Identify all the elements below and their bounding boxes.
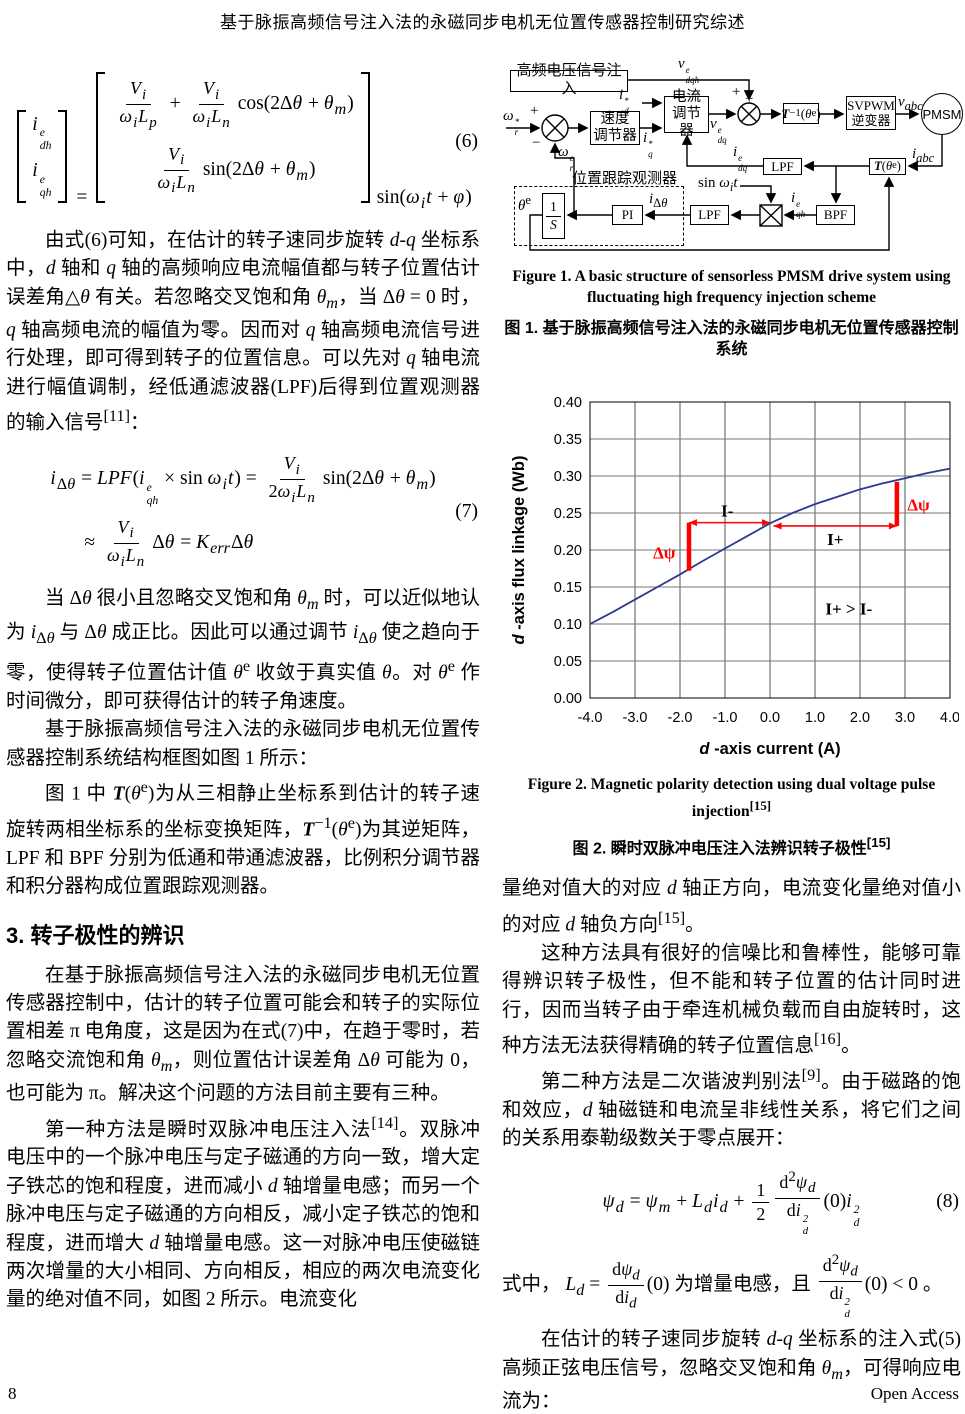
block-t-inverse: T −1(θ e) [781,103,821,124]
equation-8-body: ψd = ψm + Ldid + 1 2 d2ψd di 2 d (0)i 2 d [602,1168,860,1237]
paragraph: 这种方法具有很好的信噪比和鲁棒性，能够可靠得辨识转子极性，但不能和转子位置的估计… [502,942,961,1057]
svg-text:4.0: 4.0 [940,710,959,726]
paragraph: 在基于脉振高频信号注入法的永磁同步电机无位置传感器控制中，估计的转子位置可能会和… [6,964,480,1105]
right-column: 高频电压信号注入 速度 调节器 电流 调节器 T −1(θ e) SVPWM 逆变器 PM… [502,52,963,1414]
paragraph: 第二种方法是二次谐波判别法[9]。由于磁路的饱和效应，d 轴磁链和电流呈非线性关… [502,1065,961,1150]
signal-v-dqh: v e dqh [678,56,700,86]
observer-dashed-box [514,186,684,246]
block-hf-injection: 高频电压信号注入 [510,63,628,97]
block-bpf: BPF [816,205,855,225]
svg-text:-1.0: -1.0 [713,710,738,726]
block-lpf-bottom: LPF [690,205,729,225]
equation-6: i e dh i e qh = Vi ωiLp + Vi ωiLn cos(2Δθ + θm) Vi ω… [6,72,480,213]
svg-text:-2.0: -2.0 [668,710,693,726]
svg-text:I+ > I-: I+ > I- [825,599,872,618]
signal-i-dq: i e dq [733,144,748,174]
equation-7: iΔθ = LPF(i e qh × sin ωit) = Vi 2ωiLn sin(2… [6,452,480,571]
page-title: 基于脉振高频信号注入法的永磁同步电机无位置传感器控制研究综述 [220,13,745,32]
figure1-diagram: 高频电压信号注入 速度 调节器 电流 调节器 T −1(θ e) SVPWM 逆变器 PM… [502,56,963,256]
block-svpwm-inverter: SVPWM 逆变器 [846,96,896,130]
svg-text:0.35: 0.35 [554,432,582,448]
equation-8: ψd = ψm + Ldid + 1 2 d2ψd di 2 d (0)i 2 d (8) [502,1168,961,1237]
equation-8-number: (8) [936,1191,959,1213]
signal-omega-ref: ω * r [503,108,520,138]
paragraph: 当 Δθ 很小且忽略交叉饱和角 θm 时，可以近似地认为 iΔθ 与 Δθ 成正… [6,588,480,712]
svg-text:0.10: 0.10 [554,617,582,633]
plus-sign: + [745,91,754,107]
left-column: i e dh i e qh = Vi ωiLp + Vi ωiLn cos(2Δθ + θm) Vi ω… [6,52,480,1414]
svg-text:-4.0: -4.0 [578,710,603,726]
signal-v-dq: v e dq [710,116,727,146]
block-pi: PI [612,205,643,225]
figure1-caption-en: Figure 1. A basic structure of sensorles… [512,268,951,306]
svg-text:0.25: 0.25 [554,506,582,522]
block-pmsm: PMSM [921,93,963,135]
signal-i-abc: iabc [912,146,935,165]
paragraph: 基于脉振高频信号注入法的永磁同步电机无位置传感器控制系统结构框图如图 1 所示： [6,719,480,769]
signal-id-ref: i * d [619,87,629,117]
page-number: 8 [8,1384,17,1403]
figure1-caption-zh: 图 1. 基于脉振高频信号注入法的永磁同步电机无位置传感器控制系统 [504,320,959,358]
signal-sin-wt: sin ωit [698,175,738,194]
signal-i-qh: i e qh [791,190,806,220]
svg-text:d -axis current (A): d -axis current (A) [699,740,840,758]
svg-text:1.0: 1.0 [805,710,825,726]
svg-text:0.15: 0.15 [554,580,582,596]
paragraph: 在估计的转子速同步旋转 d-q 坐标系的注入式(5)高频正弦电压信号，忽略交叉饱… [502,1329,961,1412]
figure2-caption-en: Figure 2. Magnetic polarity detection us… [527,776,936,821]
paragraph: 图 1 中 T(θe)为从三相静止坐标系到估计的转子速旋转两相坐标系的坐标变换矩… [6,777,480,898]
signal-i-delta-theta: iΔθ [649,191,668,210]
svg-text:I+: I+ [827,530,843,549]
figure2-chart: I- I+ Δψ Δψ I+ > I- -4.0 -3.0 -2.0 -1.0 0.0 1.0 2.0… [502,390,961,762]
observer-label: 位置跟踪观测器 [572,171,678,187]
svg-text:0.05: 0.05 [554,654,582,670]
equation-7-number: (7) [455,500,478,522]
svg-text:0.20: 0.20 [554,543,582,559]
plus-sign: + [732,84,741,100]
block-lpf-top: LPF [763,158,802,175]
paragraph: 第一种方法是瞬时双脉冲电压注入法[14]。双脉冲电压中的一个脉冲电压与定子磁通的… [6,1113,480,1311]
block-current-regulator: 电流 调节器 [664,89,709,139]
signal-iq-ref: i * q [643,130,653,160]
paragraph: 由式(6)可知，在估计的转子速同步旋转 d-q 坐标系中，d 轴和 q 轴的高频… [6,229,481,434]
plus-sign: + [530,103,539,119]
svg-text:0.40: 0.40 [554,395,582,411]
block-t-forward: T(θ e) [869,158,906,175]
svg-text:-3.0: -3.0 [623,710,648,726]
two-column-layout: i e dh i e qh = Vi ωiLp + Vi ωiLn cos(2Δθ + θm) Vi ω… [6,52,963,1414]
svg-text:2.0: 2.0 [850,710,870,726]
svg-text:0.0: 0.0 [760,710,780,726]
signal-v-abc: vabc [898,94,923,113]
block-speed-regulator: 速度 调节器 [590,111,640,145]
section-heading-3: 3. 转子极性的辨识 [6,922,185,948]
svg-text:I-: I- [721,501,734,520]
figure2-caption-zh: 图 2. 瞬时双脉冲电压注入法辨识转子极性[15] [572,835,891,858]
equation-6-number: (6) [455,131,478,153]
paragraph: 式中， Ld = dψd did (0) 为增量电感，且 d2ψd di 2 d (0) <… [502,1251,943,1321]
signal-theta-e: θe [518,193,531,214]
equation-7-body: iΔθ = LPF(i e qh × sin ωit) = Vi 2ωiLn sin(2… [50,453,436,570]
minus-sign: − [532,135,541,151]
paragraph: 量绝对值大的对应 d 轴正方向，电流变化量绝对值小的对应 d 轴负方向[15]。 [502,878,961,936]
svg-text:3.0: 3.0 [895,710,915,726]
svg-text:0.30: 0.30 [554,469,582,485]
svg-text:d -axis flux linkage (Wb): d -axis flux linkage (Wb) [510,456,528,645]
equation-6-body: i e dh i e qh = Vi ωiLp + Vi ωiLn cos(2Δθ + θm) Vi ω… [14,72,472,213]
figure1-wiring [506,79,943,251]
svg-text:Δψ: Δψ [907,495,930,514]
svg-text:Δψ: Δψ [653,544,676,563]
open-access-label: Open Access [870,1384,959,1403]
svg-text:0.00: 0.00 [554,691,582,707]
